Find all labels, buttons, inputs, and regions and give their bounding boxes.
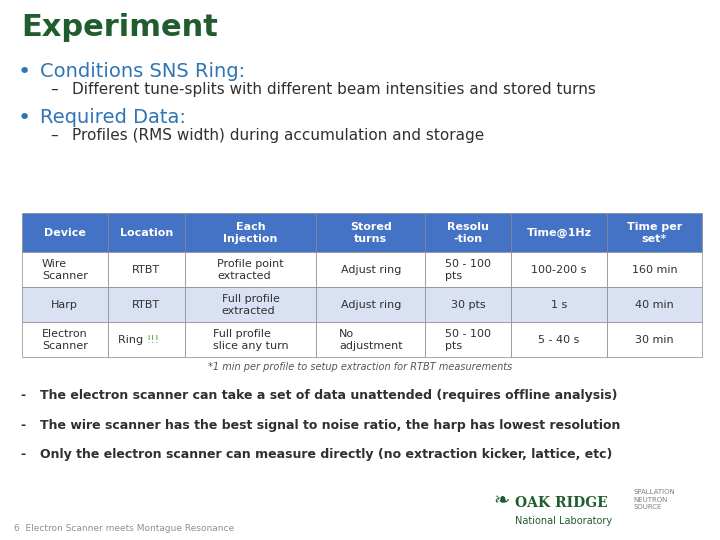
Text: •: • bbox=[18, 62, 31, 82]
Bar bbox=[108, 213, 185, 252]
Text: No
adjustment: No adjustment bbox=[339, 329, 402, 351]
Text: 30 min: 30 min bbox=[635, 335, 674, 345]
Bar bbox=[108, 252, 185, 287]
Text: •: • bbox=[18, 108, 31, 128]
Bar bbox=[607, 287, 702, 322]
Text: Different tune-splits with different beam intensities and stored turns: Different tune-splits with different bea… bbox=[72, 82, 596, 97]
Text: 1 s: 1 s bbox=[551, 300, 567, 310]
Bar bbox=[607, 252, 702, 287]
Text: -: - bbox=[20, 418, 25, 431]
Text: 160 min: 160 min bbox=[631, 265, 678, 275]
Text: -: - bbox=[20, 389, 25, 402]
Text: RTBT: RTBT bbox=[132, 300, 161, 310]
Text: 50 - 100
pts: 50 - 100 pts bbox=[446, 259, 491, 280]
Text: Device: Device bbox=[44, 228, 86, 238]
Text: Conditions SNS Ring:: Conditions SNS Ring: bbox=[40, 62, 245, 81]
Text: Profile point
extracted: Profile point extracted bbox=[217, 259, 284, 280]
Bar bbox=[108, 322, 185, 357]
Text: 100-200 s: 100-200 s bbox=[531, 265, 587, 275]
Text: Harp: Harp bbox=[51, 300, 78, 310]
Text: 50 - 100
pts: 50 - 100 pts bbox=[446, 329, 491, 351]
Bar bbox=[317, 287, 426, 322]
Text: The wire scanner has the best signal to noise ratio, the harp has lowest resolut: The wire scanner has the best signal to … bbox=[40, 418, 620, 431]
Text: -: - bbox=[20, 448, 25, 461]
Bar bbox=[108, 287, 185, 322]
Bar bbox=[426, 287, 511, 322]
Bar bbox=[317, 252, 426, 287]
Text: RTBT: RTBT bbox=[132, 265, 161, 275]
Text: National Laboratory: National Laboratory bbox=[515, 516, 612, 526]
Bar bbox=[22, 252, 108, 287]
Text: –: – bbox=[50, 128, 58, 143]
Text: Experiment: Experiment bbox=[22, 14, 218, 43]
Bar bbox=[607, 322, 702, 357]
Text: Resolu
-tion: Resolu -tion bbox=[447, 222, 490, 244]
Text: Adjust ring: Adjust ring bbox=[341, 300, 401, 310]
Text: Full profile
slice any turn: Full profile slice any turn bbox=[213, 329, 289, 351]
Text: 40 min: 40 min bbox=[635, 300, 674, 310]
Text: Wire
Scanner: Wire Scanner bbox=[42, 259, 88, 280]
Text: *1 min per profile to setup extraction for RTBT measurements: *1 min per profile to setup extraction f… bbox=[208, 362, 512, 372]
Text: Stored
turns: Stored turns bbox=[350, 222, 392, 244]
Text: !!!: !!! bbox=[146, 335, 159, 345]
Bar bbox=[511, 322, 607, 357]
Bar bbox=[22, 287, 108, 322]
Text: OAK RIDGE: OAK RIDGE bbox=[515, 496, 608, 510]
Text: Only the electron scanner can measure directly (no extraction kicker, lattice, e: Only the electron scanner can measure di… bbox=[40, 448, 612, 461]
Text: Location: Location bbox=[120, 228, 173, 238]
Bar bbox=[426, 322, 511, 357]
Text: The electron scanner can take a set of data unattended (requires offline analysi: The electron scanner can take a set of d… bbox=[40, 389, 617, 402]
Text: SPALLATION
NEUTRON
SOURCE: SPALLATION NEUTRON SOURCE bbox=[634, 489, 675, 510]
Bar bbox=[185, 287, 317, 322]
Bar bbox=[22, 213, 108, 252]
Bar bbox=[185, 213, 317, 252]
Text: Adjust ring: Adjust ring bbox=[341, 265, 401, 275]
Bar bbox=[511, 213, 607, 252]
Bar bbox=[317, 322, 426, 357]
Bar bbox=[607, 213, 702, 252]
Text: Ring: Ring bbox=[117, 335, 146, 345]
Text: 6  Electron Scanner meets Montague Resonance: 6 Electron Scanner meets Montague Resona… bbox=[14, 524, 235, 533]
Bar bbox=[22, 322, 108, 357]
Text: Each
Injection: Each Injection bbox=[223, 222, 278, 244]
Bar bbox=[426, 213, 511, 252]
Text: 30 pts: 30 pts bbox=[451, 300, 486, 310]
Text: Electron
Scanner: Electron Scanner bbox=[42, 329, 88, 351]
Bar bbox=[511, 287, 607, 322]
Bar bbox=[426, 252, 511, 287]
Text: Time per
set*: Time per set* bbox=[626, 222, 682, 244]
Text: –: – bbox=[50, 82, 58, 97]
Text: ❧: ❧ bbox=[493, 491, 510, 510]
Text: Profiles (RMS width) during accumulation and storage: Profiles (RMS width) during accumulation… bbox=[72, 128, 485, 143]
Bar bbox=[317, 213, 426, 252]
Text: Required Data:: Required Data: bbox=[40, 108, 186, 127]
Text: 5 - 40 s: 5 - 40 s bbox=[539, 335, 580, 345]
Bar bbox=[511, 252, 607, 287]
Bar bbox=[185, 252, 317, 287]
Text: Full profile
extracted: Full profile extracted bbox=[222, 294, 279, 315]
Bar bbox=[185, 322, 317, 357]
Text: Time@1Hz: Time@1Hz bbox=[526, 227, 592, 238]
